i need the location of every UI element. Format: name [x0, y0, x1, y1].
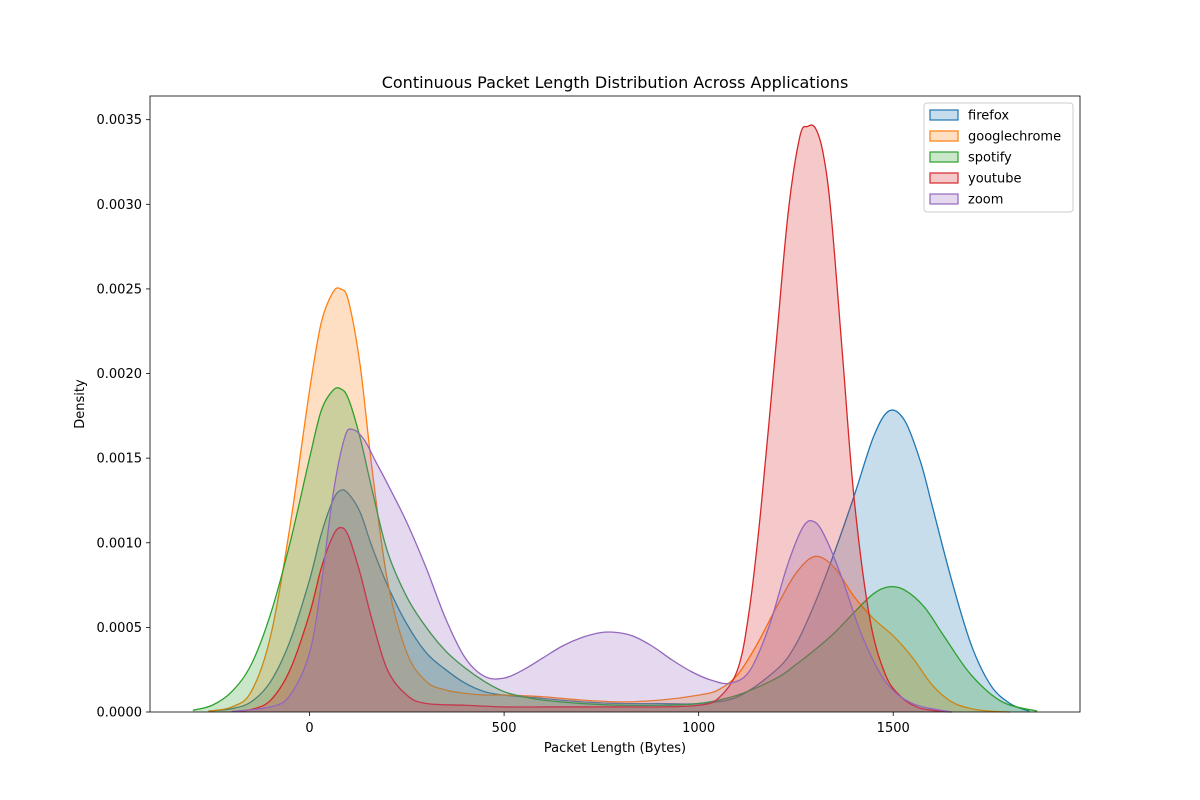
y-tick-label: 0.0035	[97, 113, 143, 128]
legend-label-youtube: youtube	[968, 172, 1021, 187]
legend-label-googlechrome: googlechrome	[968, 130, 1061, 145]
legend-label-zoom: zoom	[968, 193, 1003, 208]
area-fill-firefox	[208, 410, 1030, 712]
x-axis-label: Packet Length (Bytes)	[544, 741, 686, 756]
y-tick-label: 0.0030	[97, 198, 143, 213]
series-layer	[192, 124, 1038, 713]
area-fill-spotify	[192, 387, 1038, 712]
x-tick-label: 1000	[682, 721, 715, 736]
legend-swatch-youtube	[929, 172, 959, 184]
plot-frame	[149, 95, 1081, 713]
legend: firefox googlechrome spotify youtube zoom	[923, 102, 1074, 213]
density-line-firefox	[208, 409, 1030, 712]
density-line-spotify	[192, 387, 1038, 712]
legend-swatch-googlechrome	[929, 130, 959, 142]
area-fill-zoom	[231, 429, 952, 712]
y-tick-label: 0.0015	[97, 452, 143, 467]
x-tick-label: 0	[305, 721, 313, 736]
y-tick-label: 0.0025	[97, 282, 143, 297]
area-fill-youtube	[231, 125, 952, 713]
y-tick-label: 0.0010	[97, 536, 143, 551]
density-line-youtube	[231, 124, 952, 713]
legend-swatch-spotify	[929, 151, 959, 163]
legend-box	[923, 102, 1074, 213]
legend-label-firefox: firefox	[968, 109, 1009, 124]
y-tick-label: 0.0000	[97, 706, 143, 721]
y-tick-label: 0.0005	[97, 621, 143, 636]
y-axis-ticks: 0.0000 0.0005 0.0010 0.0015 0.0020 0.0025 0.00…	[97, 113, 150, 721]
legend-swatch-firefox	[929, 109, 959, 121]
x-tick-label: 1500	[877, 721, 910, 736]
x-tick-label: 500	[492, 721, 517, 736]
legend-swatch-zoom	[929, 193, 959, 205]
density-line-googlechrome	[208, 287, 1010, 713]
chart-title: Continuous Packet Length Distribution Ac…	[382, 73, 849, 92]
area-fill-googlechrome	[208, 287, 1010, 712]
y-axis-label: Density	[73, 379, 88, 429]
density-line-zoom	[231, 428, 952, 713]
legend-label-spotify: spotify	[968, 151, 1012, 166]
x-axis-ticks: 0 500 1000 1500	[305, 712, 910, 736]
y-tick-label: 0.0020	[97, 367, 143, 382]
